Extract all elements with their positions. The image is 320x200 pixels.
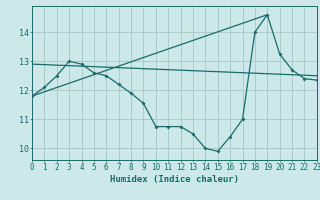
X-axis label: Humidex (Indice chaleur): Humidex (Indice chaleur)	[110, 175, 239, 184]
